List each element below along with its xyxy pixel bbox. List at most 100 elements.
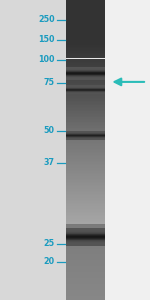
Bar — [66, 20, 105, 21]
Bar — [66, 267, 105, 268]
Bar — [66, 254, 105, 255]
Bar — [66, 234, 105, 235]
Bar — [66, 85, 105, 87]
Bar — [66, 142, 105, 144]
Bar — [66, 40, 105, 42]
Bar — [66, 50, 105, 51]
Bar — [66, 241, 105, 242]
Bar — [66, 106, 105, 108]
Bar — [66, 230, 105, 231]
Bar — [66, 100, 105, 102]
Bar — [66, 232, 105, 233]
Bar — [66, 4, 105, 6]
Bar — [66, 243, 105, 244]
Bar — [66, 194, 105, 195]
Bar — [66, 46, 105, 48]
Bar — [66, 278, 105, 279]
Bar — [66, 200, 105, 201]
Bar — [66, 230, 105, 231]
Bar — [66, 183, 105, 184]
Bar — [66, 78, 105, 80]
Bar — [66, 74, 105, 75]
Bar — [66, 93, 105, 94]
Bar — [66, 18, 105, 20]
Bar — [66, 231, 105, 232]
Bar — [66, 204, 105, 206]
Bar — [66, 51, 105, 52]
Bar — [66, 44, 105, 45]
Bar — [66, 147, 105, 148]
Bar — [66, 177, 105, 178]
Bar — [66, 276, 105, 278]
Bar — [66, 8, 105, 9]
Bar — [66, 58, 105, 60]
Bar — [66, 238, 105, 239]
Bar — [66, 208, 105, 210]
Bar — [66, 231, 105, 232]
Bar — [66, 234, 105, 235]
Bar — [66, 123, 105, 124]
Bar — [66, 222, 105, 224]
Bar — [66, 45, 105, 46]
Bar — [66, 128, 105, 129]
Bar — [66, 66, 105, 68]
Bar — [66, 112, 105, 114]
Bar — [66, 248, 105, 249]
Bar — [66, 42, 105, 44]
Bar — [66, 48, 105, 50]
Bar — [66, 178, 105, 180]
Bar — [66, 38, 105, 39]
Bar — [66, 286, 105, 288]
Bar — [66, 229, 105, 230]
Bar — [66, 182, 105, 183]
Bar — [66, 11, 105, 12]
Bar — [66, 202, 105, 204]
Bar — [66, 236, 105, 237]
Bar — [66, 26, 105, 27]
Bar — [66, 57, 105, 58]
Bar — [66, 148, 105, 150]
Bar — [66, 103, 105, 105]
Bar — [66, 150, 105, 152]
Bar — [66, 36, 105, 38]
Bar — [66, 219, 105, 220]
Bar — [66, 76, 105, 78]
Bar — [66, 232, 105, 234]
Bar — [66, 274, 105, 276]
Bar — [66, 156, 105, 158]
Text: 37: 37 — [44, 158, 55, 167]
Bar — [66, 99, 105, 100]
Bar — [66, 88, 105, 90]
Bar — [66, 171, 105, 172]
Bar — [66, 244, 105, 246]
Bar — [66, 122, 105, 123]
Bar — [66, 118, 105, 120]
Bar — [66, 255, 105, 256]
Bar — [66, 96, 105, 98]
Bar — [66, 172, 105, 174]
Bar — [66, 12, 105, 14]
Bar — [66, 246, 105, 247]
Bar — [66, 190, 105, 192]
Bar — [66, 252, 105, 254]
Bar — [66, 245, 105, 246]
Bar — [66, 292, 105, 294]
Bar — [66, 243, 105, 244]
Bar — [66, 206, 105, 207]
Bar — [105, 0, 150, 300]
Bar — [66, 15, 105, 16]
Bar — [66, 114, 105, 116]
Bar — [66, 84, 105, 86]
Bar — [66, 260, 105, 261]
Bar — [66, 262, 105, 264]
Bar — [66, 244, 105, 245]
Bar — [66, 218, 105, 219]
Bar — [66, 80, 105, 81]
Bar — [66, 6, 105, 8]
Text: 150: 150 — [38, 35, 55, 44]
Bar — [66, 176, 105, 177]
Bar — [66, 258, 105, 260]
Bar — [66, 196, 105, 198]
Bar — [66, 70, 105, 72]
Bar — [66, 27, 105, 28]
